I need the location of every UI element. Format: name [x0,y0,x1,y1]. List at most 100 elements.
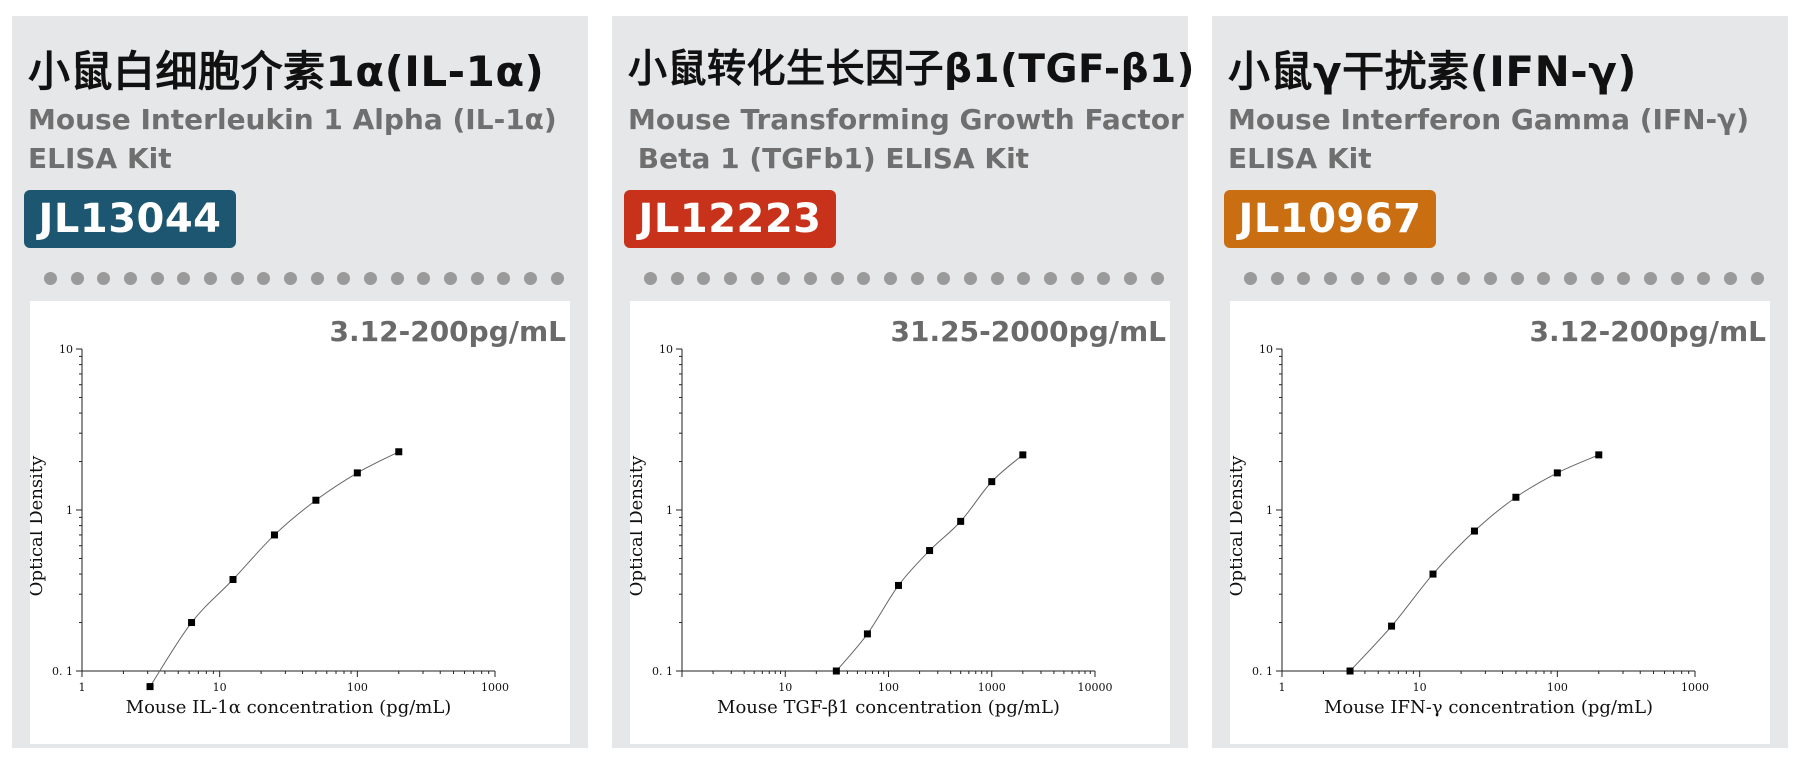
divider-dot [1670,271,1684,285]
divider-dot [1097,271,1111,285]
divider-dot [257,271,271,285]
standard-curve-panel: 31.25-2000pg/mL 10 100 1000 10000 0. 1 1 10 Mou… [630,301,1170,744]
x-tick-label: 100 [347,681,368,694]
standard-curve-chart: 1 10 100 1000 0. 1 1 10 Mouse IFN-γ concentrati… [1230,343,1709,718]
y-axis-title: Optical Density [30,455,47,596]
data-point [312,496,320,504]
x-tick-label: 1000 [978,681,1006,694]
y-tick-label: 0. 1 [1252,665,1273,678]
divider-dot [830,271,844,285]
data-point [832,667,840,675]
divider-dot [1270,271,1284,285]
detection-range: 31.25-2000pg/mL [890,315,1166,348]
data-point [1553,469,1561,477]
product-title-en: Mouse Interferon Gamma (IFN-γ) ELISA Kit [1228,103,1750,175]
x-tick-label: 1 [79,681,86,694]
product-card-il1a: 小鼠白细胞介素1α(IL-1α) Mouse Interleukin 1 Alp… [12,16,588,748]
divider-dot [177,271,191,285]
divider-dot [470,271,484,285]
divider-dot [697,271,711,285]
y-axis-title: Optical Density [1230,455,1247,596]
divider-dot [1404,271,1418,285]
y-tick-label: 1 [1266,504,1273,517]
divider-dot [204,271,218,285]
product-code-badge: JL12223 [624,190,836,248]
divider-dot [937,271,951,285]
x-tick-label: 100 [878,681,899,694]
divider-dot [804,271,818,285]
standard-curve-panel: 3.12-200pg/mL 1 10 100 1000 0. 1 1 10 Mouse IL-… [30,301,570,744]
detection-range: 3.12-200pg/mL [329,315,566,348]
data-point [146,683,154,691]
y-axis-title: Optical Density [630,455,647,596]
product-title-zh: 小鼠白细胞介素1α(IL-1α) [28,47,545,96]
x-tick-label: 10 [213,681,227,694]
divider-dot [444,271,458,285]
data-point [926,547,934,555]
data-point [1512,493,1520,501]
divider-dot [750,271,764,285]
divider-dot [1537,271,1551,285]
y-tick-label: 10 [59,343,73,356]
standard-curve-chart: 1 10 100 1000 0. 1 1 10 Mouse IL-1α concentrati… [30,343,509,718]
divider-dot [1617,271,1631,285]
divider-dot [1430,271,1444,285]
divider-dot [1644,271,1658,285]
x-tick-label: 1 [1279,681,1286,694]
divider-dot [1150,271,1164,285]
divider-dot [1697,271,1711,285]
divider-dot [230,271,244,285]
divider-dot [1350,271,1364,285]
data-point [1019,451,1027,459]
y-tick-label: 0. 1 [652,665,673,678]
data-point [353,469,361,477]
product-card-ifng: 小鼠γ干扰素(IFN-γ) Mouse Interferon Gamma (IF… [1212,16,1788,748]
x-tick-label: 10 [1413,681,1427,694]
y-tick-label: 10 [659,343,673,356]
divider-dot [724,271,738,285]
divider-dot [1070,271,1084,285]
divider-dot [1017,271,1031,285]
divider-dot [777,271,791,285]
divider-dot [1044,271,1058,285]
data-point [270,531,278,539]
product-code-badge: JL10967 [1224,190,1436,248]
y-tick-label: 1 [66,504,73,517]
x-axis-title: Mouse IL-1α concentration (pg/mL) [126,697,452,718]
product-code-badge: JL13044 [24,190,236,248]
divider-dot [884,271,898,285]
x-tick-label: 100 [1547,681,1568,694]
product-title-en: Mouse Transforming Growth Factor Beta 1 … [628,103,1184,175]
divider-dot [124,271,138,285]
x-tick-label: 1000 [481,681,509,694]
data-point [957,517,965,525]
detection-range: 3.12-200pg/mL [1529,315,1766,348]
divider-dot [284,271,298,285]
standard-curve-panel: 3.12-200pg/mL 1 10 100 1000 0. 1 1 10 Mouse IFN… [1230,301,1770,744]
divider-dot [550,271,564,285]
divider-dot [417,271,431,285]
divider-dot [857,271,871,285]
x-tick-label: 10 [778,681,792,694]
data-point [895,581,903,589]
divider-dot [910,271,924,285]
divider-dot [1724,271,1738,285]
divider-dot [310,271,324,285]
divider-dot [1324,271,1338,285]
data-point [1346,667,1354,675]
x-axis-title: Mouse TGF-β1 concentration (pg/mL) [717,697,1060,718]
divider-dot [1590,271,1604,285]
dot-divider [1244,271,1764,285]
data-point [863,630,871,638]
product-title-zh: 小鼠转化生长因子β1(TGF-β1) [628,47,1195,92]
y-tick-label: 10 [1259,343,1273,356]
data-point [229,576,237,584]
fit-curve [835,454,1024,672]
data-point [395,448,403,456]
x-tick-label: 1000 [1681,681,1709,694]
divider-dot [1377,271,1391,285]
divider-dot [150,271,164,285]
product-card-tgfb1: 小鼠转化生长因子β1(TGF-β1) Mouse Transforming Gr… [612,16,1195,748]
fit-curve [1349,454,1599,672]
divider-dot [1484,271,1498,285]
